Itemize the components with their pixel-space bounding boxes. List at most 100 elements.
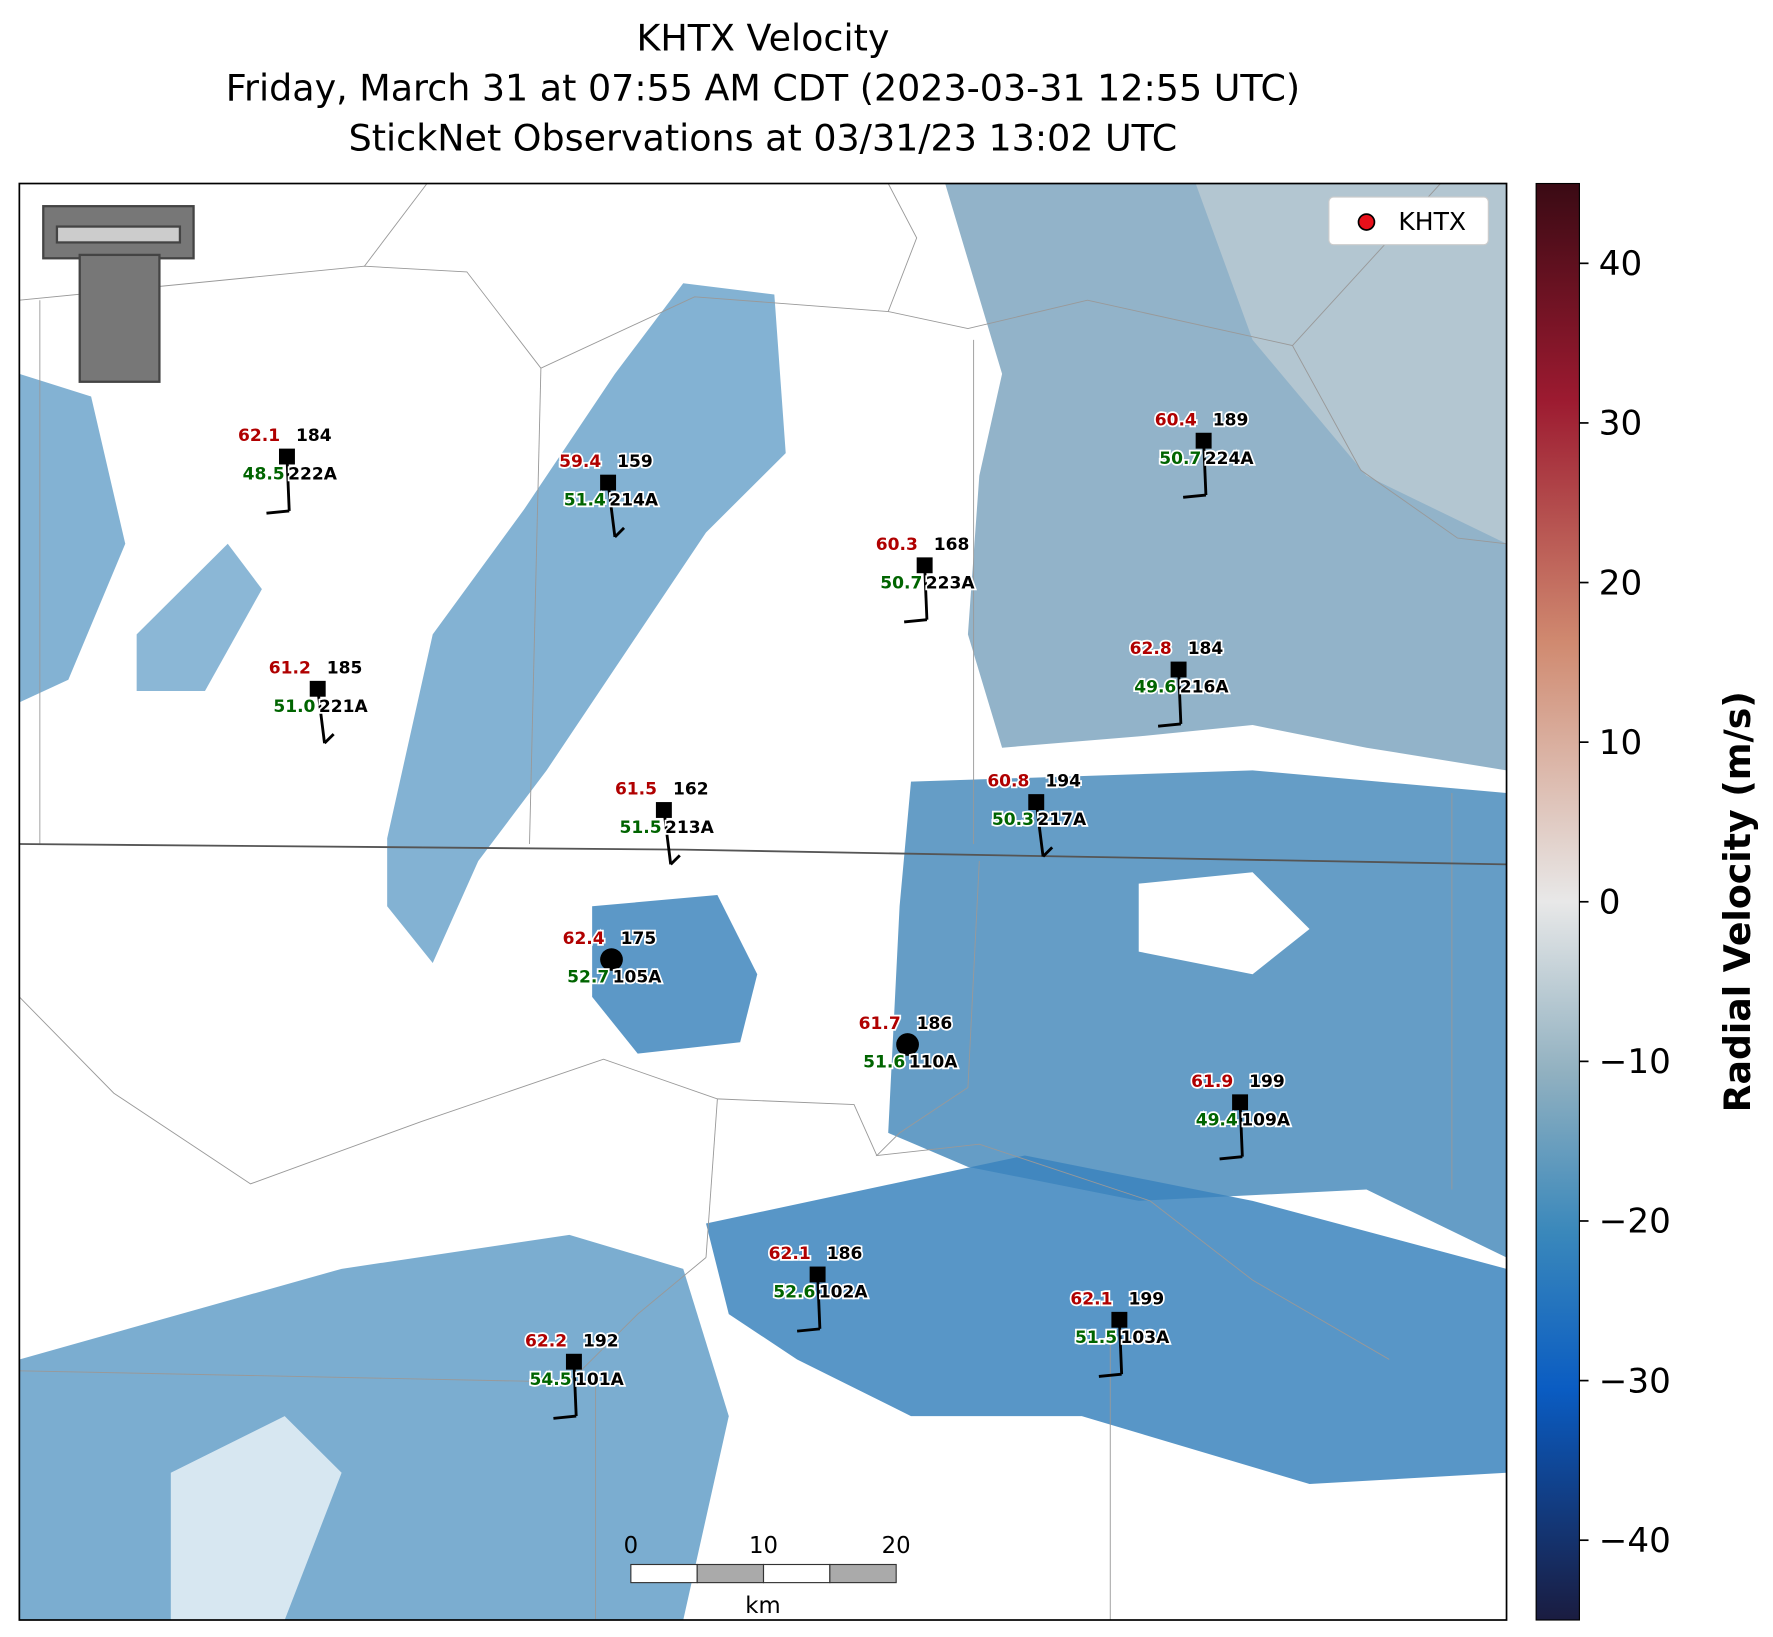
colorbar-tick-label: −20 bbox=[1599, 1202, 1671, 1242]
dewpoint: 50.7 bbox=[880, 573, 922, 593]
scale-tick-label: 0 bbox=[624, 1533, 638, 1559]
wind-direction: 184 bbox=[296, 426, 332, 446]
map-frame bbox=[18, 182, 1508, 1621]
station-marker bbox=[1170, 661, 1187, 678]
wind-barb bbox=[572, 1361, 578, 1417]
wind-barb-flag bbox=[1182, 493, 1207, 499]
wind-barb bbox=[1177, 669, 1183, 724]
dewpoint: 50.7 bbox=[1159, 449, 1201, 469]
wind-barb-flag bbox=[904, 618, 928, 624]
station-id: 224A bbox=[1205, 449, 1255, 469]
colorbar-tick-label: 20 bbox=[1599, 563, 1642, 603]
temperature: 60.4 bbox=[1155, 410, 1197, 430]
stations: 62.1 184 48.5 222A 59.4 159 51.4 214A 60.3 168 50.… bbox=[236, 409, 1293, 1420]
station-marker bbox=[1195, 432, 1212, 449]
subtitle: StickNet Observations at 03/31/23 13:02 … bbox=[349, 117, 1178, 160]
wind-barb-flag bbox=[669, 854, 681, 866]
dewpoint: 51.4 bbox=[564, 491, 606, 511]
station-id: 214A bbox=[609, 491, 659, 511]
temperature: 60.8 bbox=[987, 772, 1029, 792]
temperature: 61.2 bbox=[269, 658, 311, 678]
wind-barb-flag bbox=[1042, 846, 1054, 858]
station-id: 213A bbox=[665, 818, 715, 838]
wind-barb bbox=[816, 1274, 822, 1329]
station-id: 222A bbox=[288, 465, 338, 485]
temperature: 62.2 bbox=[525, 1331, 567, 1351]
scale-unit: km bbox=[745, 1593, 780, 1619]
dewpoint: 51.5 bbox=[1075, 1328, 1117, 1348]
wind-direction: 159 bbox=[617, 452, 653, 472]
wind-barb-flag bbox=[796, 1327, 821, 1333]
station-marker bbox=[278, 448, 295, 465]
wind-barb bbox=[1034, 801, 1045, 857]
wind-barb bbox=[1238, 1102, 1244, 1157]
dewpoint: 48.5 bbox=[243, 465, 285, 485]
temperature: 62.1 bbox=[238, 426, 280, 446]
wind-barb-flag bbox=[1157, 722, 1182, 728]
wind-direction: 175 bbox=[621, 929, 657, 949]
colorbar bbox=[1535, 182, 1580, 1621]
temperature: 61.9 bbox=[1191, 1072, 1233, 1092]
temperature: 60.3 bbox=[876, 535, 918, 555]
station-marker bbox=[655, 802, 672, 818]
dewpoint: 54.5 bbox=[530, 1370, 572, 1390]
wind-barb-flag bbox=[553, 1414, 577, 1420]
scale-segment bbox=[762, 1563, 831, 1584]
temperature: 62.4 bbox=[563, 929, 605, 949]
dewpoint: 52.6 bbox=[773, 1283, 815, 1303]
dewpoint: 51.0 bbox=[273, 697, 315, 717]
radar-echoes bbox=[19, 183, 1507, 1621]
temperature: 61.5 bbox=[615, 780, 657, 800]
wind-direction: 184 bbox=[1188, 639, 1224, 659]
station-marker bbox=[309, 680, 326, 697]
station-marker bbox=[1028, 794, 1045, 811]
scale-segment bbox=[696, 1563, 765, 1584]
wind-barb bbox=[1202, 440, 1208, 496]
station-id: 221A bbox=[319, 697, 369, 717]
station-id: 109A bbox=[1241, 1110, 1291, 1130]
station-marker bbox=[600, 474, 617, 491]
wind-direction: 192 bbox=[583, 1331, 619, 1351]
dewpoint: 51.5 bbox=[620, 818, 662, 838]
temperature: 59.4 bbox=[559, 452, 601, 472]
legend-label: KHTX bbox=[1398, 207, 1466, 236]
wind-direction: 194 bbox=[1045, 772, 1081, 792]
dewpoint: 49.6 bbox=[1134, 678, 1176, 698]
station-id: 223A bbox=[926, 573, 976, 593]
wind-direction: 185 bbox=[327, 658, 363, 678]
colorbar-tick-label: −30 bbox=[1599, 1361, 1671, 1401]
station-marker bbox=[1111, 1311, 1128, 1328]
scale-segment bbox=[829, 1563, 897, 1584]
temperature: 62.1 bbox=[1070, 1289, 1112, 1309]
temperature: 62.1 bbox=[769, 1244, 811, 1264]
scale-tick-label: 20 bbox=[882, 1533, 911, 1559]
scale-segment bbox=[630, 1563, 698, 1584]
wind-barb bbox=[923, 565, 929, 620]
wind-barb-flag bbox=[1098, 1372, 1122, 1378]
wind-barb bbox=[606, 482, 617, 538]
station-id: 105A bbox=[613, 968, 663, 988]
colorbar-label: Radial Velocity (m/s) bbox=[1716, 691, 1759, 1112]
wind-direction: 189 bbox=[1213, 410, 1249, 430]
station-marker bbox=[600, 948, 623, 971]
station-marker bbox=[896, 1033, 919, 1056]
station-marker bbox=[916, 557, 933, 574]
wind-direction: 199 bbox=[1128, 1289, 1164, 1309]
colorbar-tick-label: 10 bbox=[1599, 723, 1642, 763]
wind-direction: 199 bbox=[1249, 1072, 1285, 1092]
wind-barb bbox=[1117, 1319, 1124, 1375]
station-id: 101A bbox=[575, 1370, 625, 1390]
wind-barb bbox=[316, 688, 326, 744]
colorbar-tick-label: 0 bbox=[1599, 883, 1621, 923]
temperature: 62.8 bbox=[1130, 639, 1172, 659]
station-marker bbox=[809, 1266, 826, 1283]
station-marker bbox=[565, 1353, 582, 1370]
colorbar-tick-label: −10 bbox=[1599, 1042, 1671, 1082]
dewpoint: 49.4 bbox=[1196, 1110, 1238, 1130]
logo bbox=[42, 205, 195, 383]
station-marker bbox=[1232, 1094, 1249, 1111]
legend: KHTX bbox=[1328, 196, 1489, 246]
scale-tick-label: 10 bbox=[749, 1533, 778, 1559]
